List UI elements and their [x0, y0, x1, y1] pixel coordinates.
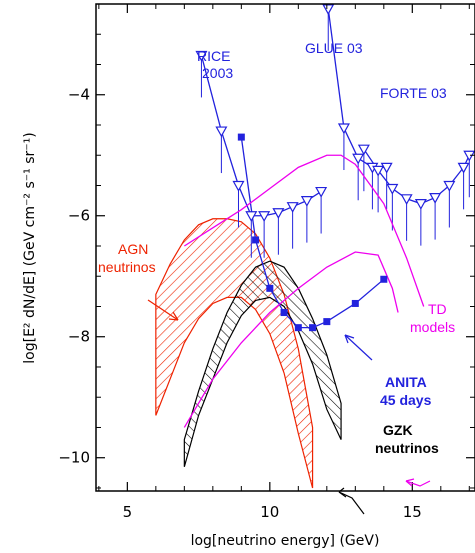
- forte-point: [414, 199, 427, 210]
- y-axis-title: log[E² dN/dE] (GeV cm⁻² s⁻¹ sr⁻¹): [22, 132, 38, 363]
- anita-point: [294, 324, 302, 332]
- y-tick-label: −4: [68, 86, 90, 104]
- anita-point: [237, 133, 245, 141]
- forte-label: FORTE 03: [380, 85, 447, 101]
- x-tick-label: 15: [403, 503, 422, 521]
- x-tick-label: 5: [123, 503, 133, 521]
- td1-line: [183, 154, 425, 307]
- gzk-arrowhead: [338, 487, 347, 498]
- rice-point: [315, 186, 328, 198]
- td2-line: [183, 251, 399, 428]
- plot-frame: [95, 3, 475, 492]
- forte-point: [386, 183, 399, 195]
- rice-point: [272, 208, 285, 219]
- gzk-label-line1: GZK: [383, 422, 413, 438]
- anita-point: [280, 309, 288, 317]
- bands-layer: [155, 218, 342, 489]
- agn-arrowhead: [168, 311, 179, 321]
- y-tick-label: −10: [58, 449, 90, 467]
- glue-point: [322, 4, 335, 16]
- td-arrowhead: [405, 478, 415, 487]
- rice-point: [300, 196, 313, 207]
- lines-layer: [183, 8, 470, 428]
- anita-point: [323, 318, 331, 326]
- glue-line: [327, 8, 387, 168]
- td-label-line2: models: [410, 319, 455, 335]
- forte-point: [457, 162, 470, 174]
- forte-point: [400, 194, 413, 206]
- anita-arrow: [344, 334, 373, 361]
- rice-year-label: 2003: [202, 65, 233, 81]
- agn-arrow: [147, 299, 179, 321]
- x-tick-label: 10: [260, 503, 279, 521]
- forte-line: [363, 148, 470, 205]
- rice-point: [258, 211, 271, 222]
- gzk-label-line2: neutrinos: [375, 440, 439, 456]
- anita-arrowhead: [344, 334, 355, 344]
- anita-point: [252, 236, 260, 244]
- anita-point: [351, 299, 359, 307]
- rice-point: [195, 50, 208, 62]
- gzk-arrow: [338, 491, 365, 515]
- glue-point: [352, 153, 365, 165]
- glue-label: GLUE 03: [305, 40, 363, 56]
- anita-point: [266, 284, 274, 292]
- annotation-arrows: [147, 299, 431, 515]
- agn-band: [155, 218, 314, 489]
- agn-label-line2: neutrinos: [98, 259, 156, 275]
- y-tick-label: −6: [68, 207, 90, 225]
- gzk-band: [183, 260, 342, 467]
- rice-point: [245, 211, 258, 222]
- rice-point: [215, 126, 228, 138]
- agn-label-line1: AGN: [118, 241, 148, 257]
- x-axis-title: log[neutrino energy] (GeV): [191, 533, 380, 549]
- y-tick-label: −8: [68, 328, 90, 346]
- td-label-line1: TD: [428, 301, 447, 317]
- ticks-layer: 5 10 15 −4 −6 −8 −10: [58, 3, 475, 521]
- forte-point: [372, 165, 385, 177]
- markers-layer: [195, 4, 475, 332]
- glue-point: [337, 123, 350, 135]
- rice-point: [286, 202, 299, 213]
- forte-point: [357, 144, 370, 156]
- forte-point: [443, 180, 456, 192]
- anita-label-line1: ANITA: [385, 374, 427, 390]
- anita-point: [380, 275, 388, 283]
- rice-point: [232, 180, 245, 192]
- anita-label-line2: 45 days: [380, 392, 432, 408]
- td-arrow: [405, 480, 431, 487]
- rice-label: RICE: [197, 48, 230, 64]
- anita-point: [309, 324, 317, 332]
- glue-point: [380, 162, 393, 174]
- forte-point: [429, 192, 442, 204]
